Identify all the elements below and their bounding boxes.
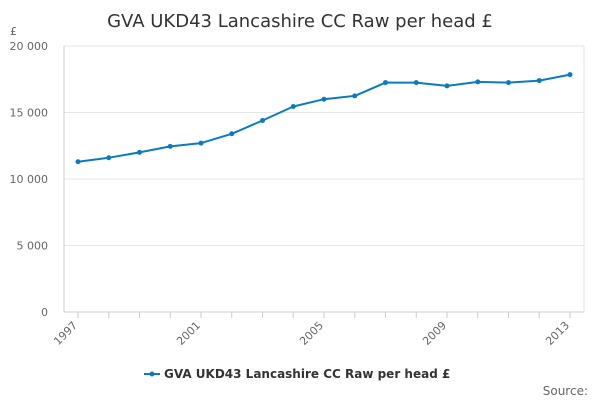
x-tick-label: 2013 <box>543 319 572 348</box>
series-layer <box>75 72 573 165</box>
y-tick-label: 15 000 <box>10 107 49 120</box>
data-point[interactable] <box>229 131 235 137</box>
data-point[interactable] <box>567 72 573 78</box>
data-point[interactable] <box>290 104 296 110</box>
x-axis-ticks: 1997 2001 2005 2009 2013 <box>51 319 572 348</box>
legend[interactable]: GVA UKD43 Lancashire CC Raw per head £ <box>144 367 450 381</box>
data-point[interactable] <box>260 117 265 123</box>
data-point[interactable] <box>475 79 481 85</box>
data-point[interactable] <box>444 83 450 89</box>
legend-label: GVA UKD43 Lancashire CC Raw per head £ <box>164 367 450 381</box>
x-tick-label: 2005 <box>297 319 326 348</box>
data-point[interactable] <box>413 80 419 86</box>
x-tick-label: 2001 <box>174 319 203 348</box>
y-tick-label: 0 <box>41 306 48 319</box>
series-line <box>77 73 571 163</box>
data-point[interactable] <box>536 78 542 84</box>
data-point[interactable] <box>506 80 511 86</box>
source-label: Source: <box>543 384 588 398</box>
chart-title: GVA UKD43 Lancashire CC Raw per head £ <box>107 11 493 32</box>
data-point[interactable] <box>137 149 142 155</box>
data-point[interactable] <box>106 155 112 161</box>
data-point[interactable] <box>75 159 81 165</box>
data-point[interactable] <box>352 93 358 99</box>
data-point[interactable] <box>198 140 204 146</box>
x-tick-label: 2009 <box>420 319 449 348</box>
y-axis-unit: £ <box>10 25 17 38</box>
x-tick-label: 1997 <box>51 319 80 348</box>
axes <box>63 46 585 318</box>
y-tick-label: 20 000 <box>10 40 49 53</box>
data-point[interactable] <box>383 80 388 86</box>
y-tick-label: 5 000 <box>17 240 49 253</box>
y-axis-ticks: 0 5 000 10 000 15 000 20 000 <box>10 40 49 319</box>
data-point[interactable] <box>321 96 327 102</box>
legend-marker <box>149 371 155 377</box>
y-tick-label: 10 000 <box>10 173 49 186</box>
data-point[interactable] <box>167 143 173 149</box>
gridlines <box>64 45 584 246</box>
